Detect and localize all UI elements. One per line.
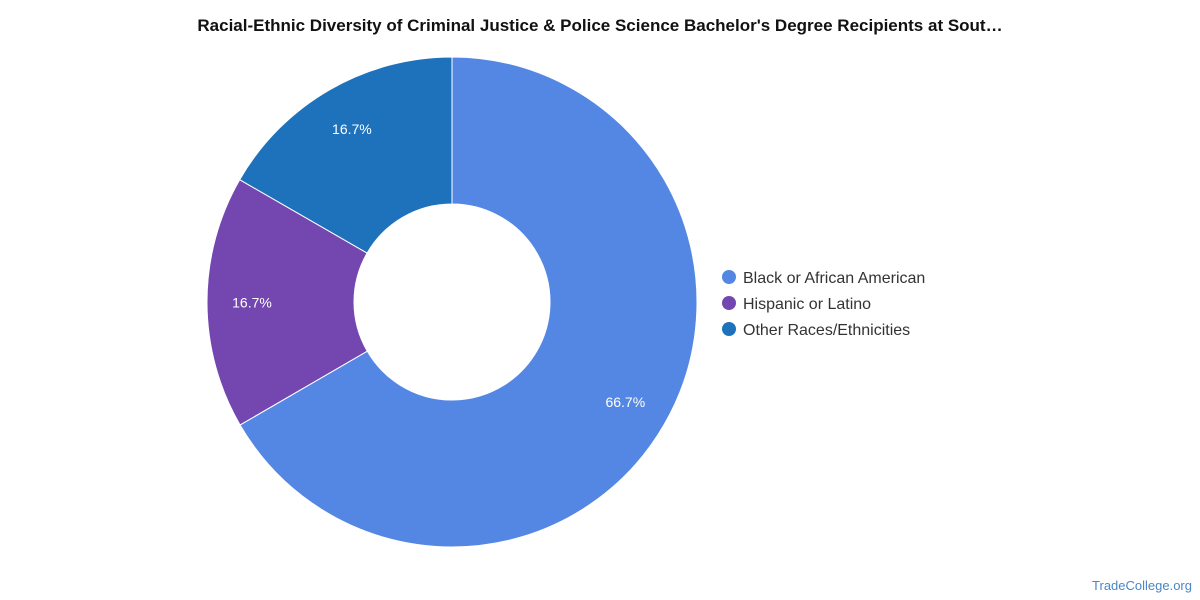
slice-label-2: 16.7% [332,121,372,137]
slice-label-1: 16.7% [232,294,272,310]
legend-label-1: Hispanic or Latino [743,296,871,313]
donut-slice-0 [239,56,698,548]
donut-slice-1 [206,179,368,426]
chart-title: Racial-Ethnic Diversity of Criminal Just… [197,16,1003,35]
legend-label-2: Other Races/Ethnicities [743,322,910,339]
slice-label-0: 66.7% [605,394,645,410]
legend-marker-1 [722,296,736,310]
legend-marker-2 [722,322,736,336]
legend-label-0: Black or African American [743,270,925,287]
donut-slice-2 [239,56,453,254]
watermark: TradeCollege.org [1092,578,1192,593]
legend-marker-0 [722,270,736,284]
